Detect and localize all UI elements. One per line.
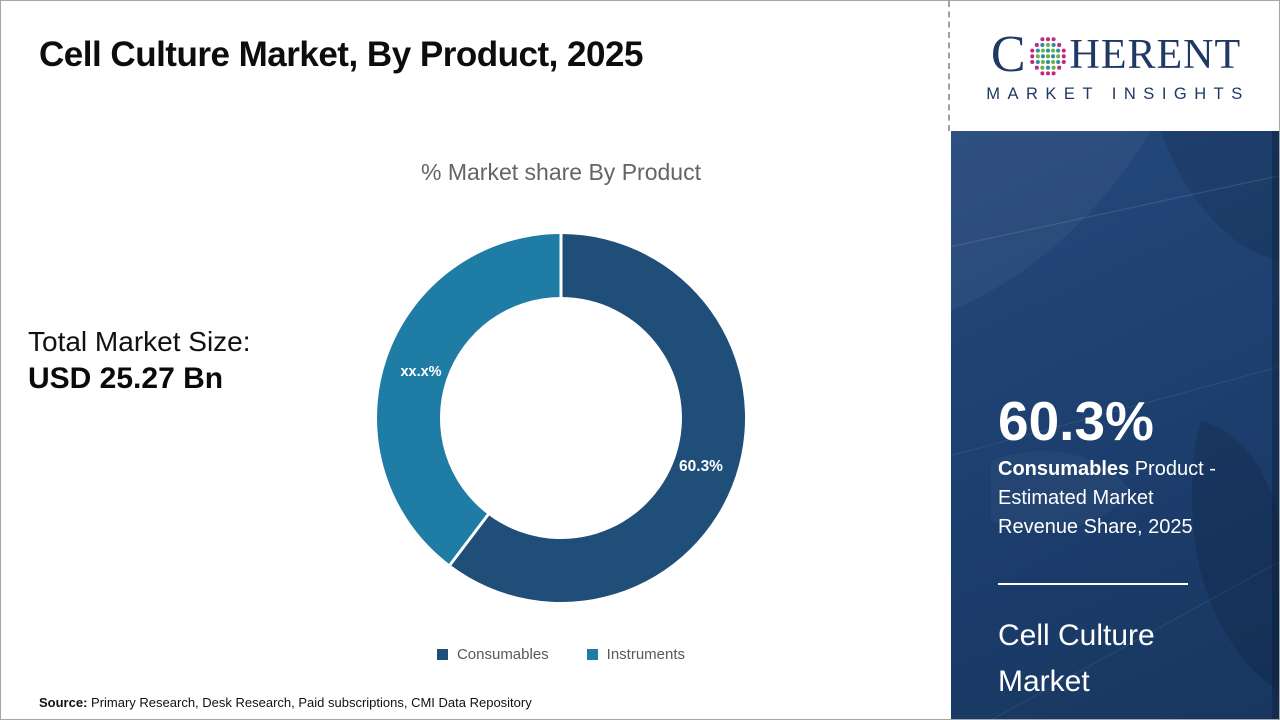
donut-chart: 60.3% xx.x% — [361, 218, 761, 618]
source-label: Source: — [39, 695, 88, 710]
slice-instruments — [377, 234, 561, 565]
logo-wordmark: C HERENT — [990, 25, 1242, 83]
source-line: Source: Primary Research, Desk Research,… — [39, 695, 532, 710]
legend-swatch-consumables — [436, 649, 448, 660]
legend-label-consumables: Consumables — [456, 646, 549, 663]
slice-label-instruments: xx.x% — [400, 364, 441, 380]
highlight-stat-line1-rest: Product - — [1129, 458, 1216, 480]
company-logo: C HERENT MARKET INSIGHTS — [951, 1, 1279, 131]
legend-item-instruments: Instruments — [586, 646, 686, 663]
highlight-stat-value: 60.3% — [998, 390, 1154, 452]
legend-item-consumables: Consumables — [436, 646, 549, 663]
slice-gap-bottom — [447, 511, 491, 568]
total-market-size-label: Total Market Size: — [28, 326, 251, 357]
report-title-line2: Market — [998, 665, 1090, 698]
panel-edge-shade — [1272, 131, 1279, 719]
total-market-size-value: USD 25.27 Bn — [28, 362, 224, 395]
page-title: Cell Culture Market, By Product, 2025 — [39, 35, 643, 74]
panel-divider — [998, 583, 1188, 585]
slice-consumables — [450, 234, 746, 602]
world-map-backdrop — [951, 131, 1279, 719]
header-dashed-separator — [948, 1, 950, 131]
chart-legend: Consumables Instruments — [331, 646, 791, 663]
source-text: Primary Research, Desk Research, Paid su… — [87, 695, 532, 710]
highlight-side-panel: 60.3% Consumables Product - Estimated Ma… — [951, 131, 1279, 719]
logo-tagline: MARKET INSIGHTS — [986, 84, 1250, 103]
total-market-size: Total Market Size: USD 25.27 Bn — [28, 323, 251, 398]
report-title-line1: Cell Culture — [998, 619, 1155, 652]
legend-label-instruments: Instruments — [606, 646, 686, 663]
report-title: Cell Culture Market — [998, 613, 1155, 705]
highlight-stat-bold: Consumables — [998, 458, 1130, 480]
slice-label-consumables: 60.3% — [679, 458, 723, 475]
highlight-stat-line2: Estimated Market — [998, 487, 1154, 509]
chart-title: % Market share By Product — [421, 159, 701, 185]
logo-word-rest: HERENT — [1069, 31, 1242, 78]
globe-dots-icon — [1029, 36, 1066, 75]
legend-swatch-instruments — [586, 649, 598, 660]
highlight-stat-description: Consumables Product - Estimated Market R… — [998, 455, 1248, 542]
highlight-stat-line3: Revenue Share, 2025 — [998, 516, 1193, 538]
donut-chart-svg: 60.3% xx.x% — [377, 232, 746, 602]
logo-letter-c: C — [990, 25, 1026, 83]
